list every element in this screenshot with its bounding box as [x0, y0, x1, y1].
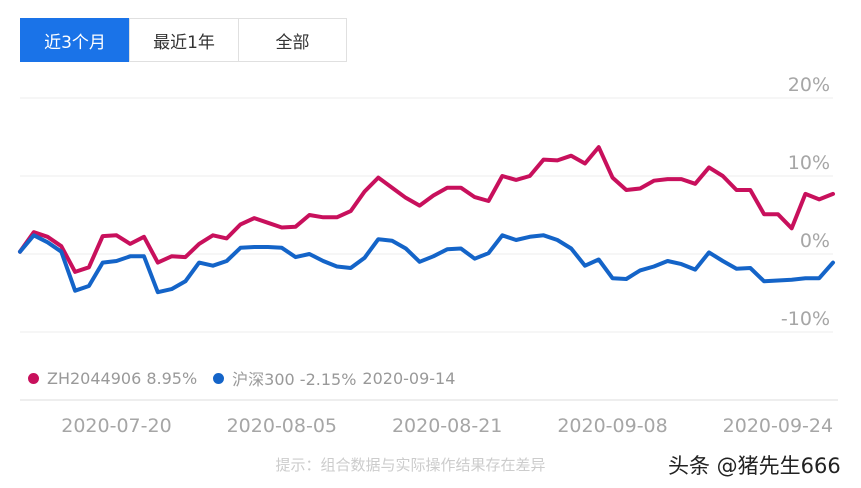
series-line-2	[18, 233, 835, 295]
y-tick-label: 10%	[788, 152, 830, 174]
disclaimer-text: 提示：组合数据与实际操作结果存在差异	[275, 456, 546, 474]
x-tick-label: 2020-09-24	[723, 415, 833, 437]
legend-item-series1[interactable]: ZH2044906 8.95%	[28, 369, 197, 388]
legend-series1-label: ZH2044906 8.95%	[47, 368, 198, 388]
legend-series2-label: 沪深300 -2.15%	[232, 370, 357, 389]
tab-1-year[interactable]: 最近1年	[129, 18, 239, 62]
period-tabs: 近3个月 最近1年 全部	[20, 18, 347, 62]
x-tick-label: 2020-07-20	[61, 415, 171, 437]
legend-item-series2[interactable]: 沪深300 -2.15% 2020-09-14	[213, 366, 455, 390]
tab-3-months[interactable]: 近3个月	[20, 18, 130, 62]
x-tick-label: 2020-08-05	[227, 415, 337, 437]
legend-date: 2020-09-14	[362, 368, 456, 388]
disclaimer-hint: 提示：组合数据与实际操作结果存在差异	[0, 454, 861, 475]
x-tick-label: 2020-09-08	[557, 415, 667, 437]
series-line-1	[18, 145, 835, 274]
watermark: 头条 @猪先生666	[668, 454, 841, 478]
y-tick-label: -10%	[781, 308, 830, 330]
x-tick-label: 2020-08-21	[392, 415, 502, 437]
series2-dot-icon	[213, 372, 225, 384]
tab-all[interactable]: 全部	[238, 18, 347, 62]
chart-legend: ZH2044906 8.95% 沪深300 -2.15% 2020-09-14	[28, 366, 471, 390]
y-tick-label: 0%	[800, 230, 830, 252]
y-tick-label: 20%	[788, 74, 830, 96]
series1-dot-icon	[28, 372, 39, 384]
